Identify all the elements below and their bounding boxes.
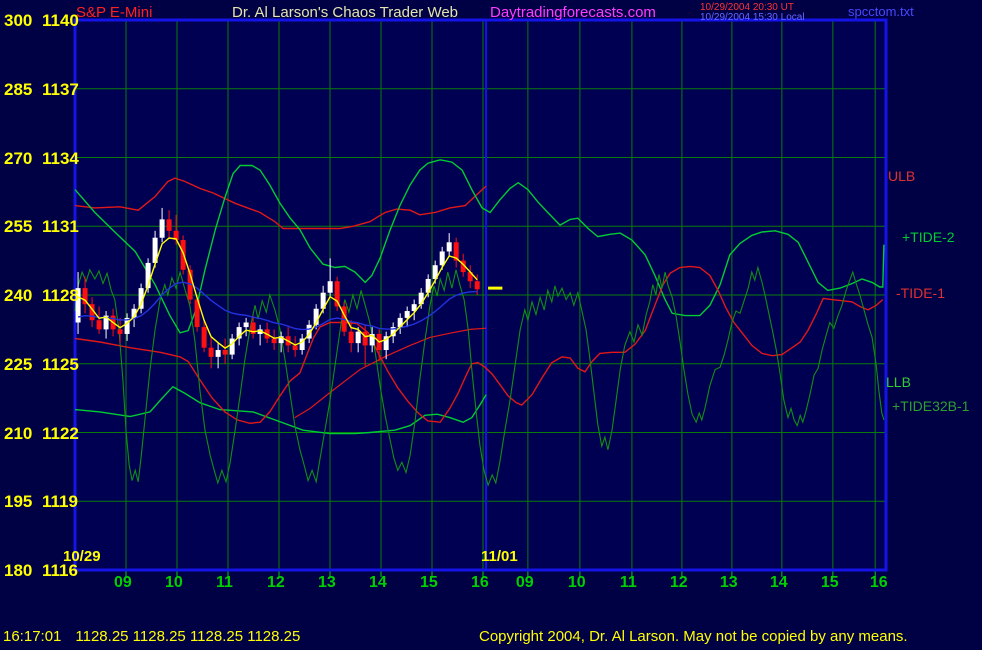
y-axis-price-label: 1128 bbox=[42, 286, 79, 305]
series-label-tide32b: +TIDE32B-1 bbox=[892, 398, 970, 415]
y-axis-price-label: 1119 bbox=[42, 492, 78, 512]
y-axis-price-label: 1131 bbox=[42, 217, 79, 237]
hour-label: 12 bbox=[669, 574, 688, 591]
hour-label: 13 bbox=[719, 574, 738, 591]
hour-label: 11 bbox=[619, 574, 637, 591]
hour-label: 10 bbox=[567, 574, 586, 591]
page-title: Dr. Al Larson's Chaos Trader Web bbox=[232, 4, 459, 21]
series-label-tide1: -TIDE-1 bbox=[896, 284, 945, 301]
series-label-tide2: +TIDE-2 bbox=[902, 228, 955, 245]
y-axis-alt-label: 225 bbox=[4, 354, 33, 374]
y-axis-price-label: 1134 bbox=[42, 148, 79, 168]
hour-label: 15 bbox=[420, 574, 438, 591]
status-prices: 1128.25 1128.25 1128.25 1128.25 bbox=[75, 628, 301, 645]
status-bar: 16:17:01 1128.25 1128.25 1128.25 1128.25 bbox=[3, 628, 300, 645]
date-label: 10/29 bbox=[63, 548, 101, 565]
y-axis-alt-label: 195 bbox=[4, 492, 33, 512]
status-time: 16:17:01 bbox=[3, 628, 62, 645]
hour-label: 12 bbox=[267, 574, 285, 591]
y-axis-price-label: 1140 bbox=[42, 11, 79, 30]
symbol-label: S&P E-Mini bbox=[76, 4, 153, 21]
hour-label: 14 bbox=[769, 574, 788, 591]
hour-label: 13 bbox=[318, 574, 336, 591]
y-axis-price-label: 1122 bbox=[42, 423, 79, 443]
series-label-ulb: ULB bbox=[888, 167, 916, 184]
y-axis-alt-label: 210 bbox=[4, 423, 33, 443]
y-axis-alt-label: 180 bbox=[4, 561, 33, 580]
y-axis-alt-label: 270 bbox=[4, 148, 33, 168]
hour-label: 16 bbox=[471, 574, 489, 591]
hour-label: 11 bbox=[216, 574, 233, 591]
hour-label: 14 bbox=[369, 574, 387, 591]
y-axis-price-label: 1125 bbox=[42, 354, 79, 374]
y-axis-price-label: 1116 bbox=[42, 561, 78, 580]
hour-label: 15 bbox=[820, 574, 839, 591]
data-file-link[interactable]: spcctom.txt bbox=[848, 4, 914, 19]
site-link[interactable]: Daytradingforecasts.com bbox=[490, 4, 656, 21]
series-label-llb: LLB bbox=[886, 374, 911, 391]
y-axis-alt-label: 255 bbox=[4, 217, 33, 237]
timestamp-ut: 10/29/2004 20:30 UT bbox=[700, 2, 794, 13]
y-axis-price-label: 1137 bbox=[42, 79, 79, 99]
hour-label: 09 bbox=[515, 574, 534, 591]
hour-label: 10 bbox=[165, 574, 183, 591]
y-axis-alt-label: 285 bbox=[4, 79, 33, 99]
y-axis-alt-label: 240 bbox=[4, 286, 33, 305]
hour-label: 09 bbox=[114, 574, 132, 591]
date-label: 11/01 bbox=[481, 548, 518, 565]
timestamp-local: 10/29/2004 15:30 Local bbox=[700, 12, 805, 23]
copyright-notice: Copyright 2004, Dr. Al Larson. May not b… bbox=[479, 628, 908, 645]
y-axis-alt-label: 300 bbox=[4, 11, 33, 30]
hour-label: 16 bbox=[869, 574, 888, 591]
